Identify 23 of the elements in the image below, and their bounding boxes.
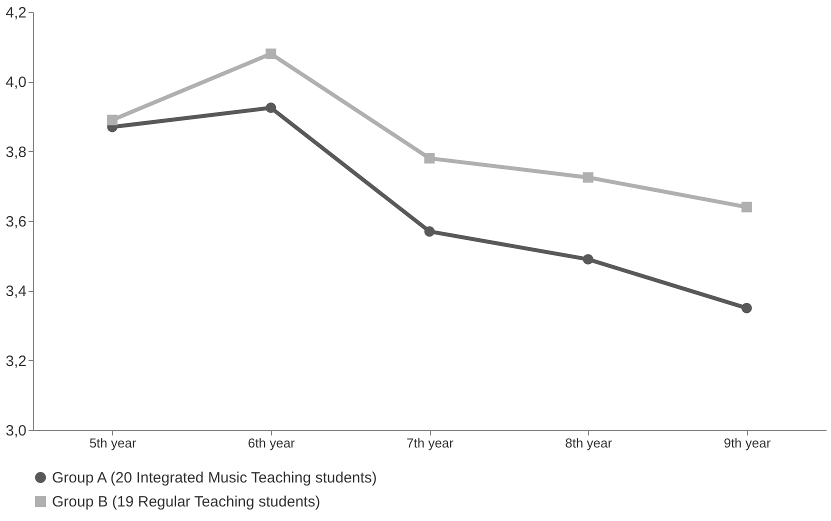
point — [266, 102, 276, 114]
y-tick-label: 3,4 — [6, 283, 26, 300]
point — [741, 202, 752, 212]
y-tick-label: 3,0 — [6, 422, 26, 440]
point — [266, 48, 276, 60]
x-tick-label: 7th year — [406, 436, 454, 450]
point — [582, 172, 594, 183]
y-tick-label: 4,2 — [6, 4, 26, 22]
x-tick-label: 6th year — [248, 436, 296, 450]
y-tick-label: 3,8 — [6, 144, 26, 161]
x-tick-label: 8th year — [565, 436, 613, 450]
legend-label: Group B (19 Regular Teaching students) — [52, 494, 320, 510]
point — [424, 226, 435, 237]
point — [582, 254, 594, 265]
y-tick-label: 3,6 — [6, 214, 26, 230]
y-tick-label: 4,0 — [6, 74, 26, 92]
point — [107, 114, 118, 126]
legend-label: Group A (20 Integrated Music Teaching students) — [52, 470, 377, 486]
point — [424, 153, 435, 164]
x-tick-label: 5th year — [89, 436, 137, 450]
y-tick-label: 3,2 — [6, 352, 26, 370]
point — [741, 302, 752, 314]
x-tick-label: 9th year — [724, 436, 772, 450]
